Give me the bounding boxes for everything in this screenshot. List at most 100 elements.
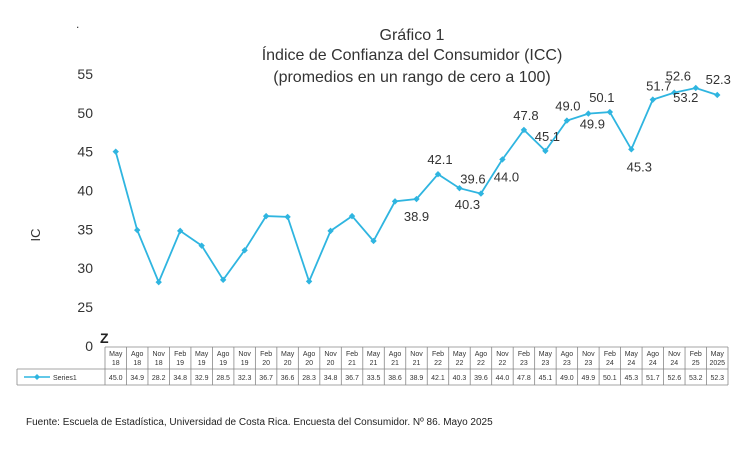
table-value-cell: 47.8 bbox=[517, 375, 531, 382]
x-tick-label-year: 21 bbox=[348, 360, 356, 367]
table-value-cell: 52.6 bbox=[667, 375, 681, 382]
plot-area: 38.9 42.1 40.3 39.6 44.0 47.8 45.1 49.049.9 50.1… bbox=[112, 69, 731, 286]
x-tick-label-year: 19 bbox=[219, 360, 227, 367]
data-label: 40.3 bbox=[455, 197, 480, 212]
table-value-cell: 32.3 bbox=[238, 375, 252, 382]
y-tick-label: 45 bbox=[77, 144, 93, 160]
corner-dot: . bbox=[76, 17, 79, 31]
x-tick-label-year: 25 bbox=[692, 360, 700, 367]
data-point-marker bbox=[714, 91, 721, 99]
data-label: 49.0 bbox=[555, 99, 580, 114]
x-tick-label-year: 21 bbox=[413, 360, 421, 367]
x-tick-label-month: Feb bbox=[174, 351, 186, 358]
data-point-marker bbox=[305, 278, 313, 285]
x-tick-label-month: May bbox=[539, 351, 553, 358]
x-tick-label-month: Nov bbox=[410, 351, 423, 358]
x-tick-label-year: 22 bbox=[477, 360, 485, 367]
x-tick-label-year: 23 bbox=[541, 360, 549, 367]
table-value-cell: 45.3 bbox=[625, 375, 639, 382]
chart-title-line-2: Índice de Confianza del Consumidor (ICC) bbox=[262, 45, 563, 64]
x-tick-label-year: 21 bbox=[370, 360, 378, 367]
data-label: 50.1 bbox=[589, 90, 614, 105]
x-tick-label-year: 24 bbox=[627, 360, 635, 367]
table-value-cell: 33.5 bbox=[367, 375, 381, 382]
table-value-cell: 49.0 bbox=[560, 375, 574, 382]
y-tick-label: 55 bbox=[77, 66, 93, 82]
x-tick-label-year: 18 bbox=[133, 360, 141, 367]
x-tick-label-year: 24 bbox=[606, 360, 614, 367]
x-tick-label-month: Ago bbox=[303, 351, 316, 358]
table-value-cell: 49.9 bbox=[582, 375, 596, 382]
table-value-cell: 28.3 bbox=[302, 375, 316, 382]
table-value-cell: 36.7 bbox=[345, 375, 359, 382]
data-point-marker bbox=[112, 148, 119, 155]
data-label: 47.8 bbox=[513, 108, 538, 123]
x-tick-label-month: Feb bbox=[260, 351, 272, 358]
x-tick-label-month: Ago bbox=[475, 351, 488, 358]
x-tick-label-year: 19 bbox=[176, 360, 184, 367]
data-point-marker bbox=[370, 237, 377, 245]
data-label: 42.1 bbox=[427, 152, 452, 167]
data-point-marker bbox=[434, 170, 442, 178]
broken-axis-mark: Z bbox=[100, 330, 109, 346]
data-point-marker bbox=[649, 96, 657, 103]
data-point-marker bbox=[499, 156, 506, 163]
legend-series-name: Series1 bbox=[53, 375, 77, 382]
chart-title-line-3: (promedios en un rango de cero a 100) bbox=[273, 69, 551, 86]
data-label: 52.3 bbox=[706, 72, 731, 87]
data-point-marker bbox=[671, 89, 678, 96]
x-tick-label-year: 21 bbox=[391, 360, 399, 367]
x-tick-label-year: 18 bbox=[155, 360, 163, 367]
x-tick-label-year: 20 bbox=[262, 360, 270, 367]
chart-title-line-1: Gráfico 1 bbox=[380, 27, 445, 44]
table-value-cell: 52.3 bbox=[710, 375, 724, 382]
y-tick-label: 40 bbox=[77, 183, 93, 199]
x-tick-label-month: Feb bbox=[604, 351, 616, 358]
x-tick-label-month: Ago bbox=[561, 351, 574, 358]
x-tick-label-month: Ago bbox=[389, 351, 402, 358]
data-label: 53.2 bbox=[673, 90, 698, 105]
table-value-cell: 32.9 bbox=[195, 375, 209, 382]
table-value-cell: 45.0 bbox=[109, 375, 123, 382]
x-tick-label-year: 18 bbox=[112, 360, 120, 367]
table-value-cell: 36.7 bbox=[259, 375, 273, 382]
data-point-marker bbox=[391, 198, 399, 205]
y-tick-label: 50 bbox=[77, 105, 93, 121]
table-value-cell: 36.6 bbox=[281, 375, 295, 382]
series-line bbox=[114, 87, 718, 285]
table-value-cell: 50.1 bbox=[603, 375, 617, 382]
data-point-marker bbox=[692, 84, 699, 92]
x-tick-label-year: 23 bbox=[584, 360, 592, 367]
data-point-marker bbox=[413, 195, 420, 203]
x-tick-label-month: May bbox=[281, 351, 295, 358]
x-tick-label-month: Ago bbox=[131, 351, 144, 358]
table-value-cell: 44.0 bbox=[496, 375, 510, 382]
x-tick-label-year: 24 bbox=[649, 360, 657, 367]
table-value-cell: 45.1 bbox=[539, 375, 553, 382]
x-tick-label-month: May bbox=[109, 351, 123, 358]
data-point-marker bbox=[348, 212, 356, 220]
table-value-cell: 34.8 bbox=[173, 375, 187, 382]
x-tick-label-year: 2025 bbox=[709, 360, 725, 367]
x-tick-label-month: Nov bbox=[582, 351, 595, 358]
data-point-marker bbox=[198, 242, 205, 249]
x-tick-label-month: Nov bbox=[668, 351, 681, 358]
table-value-cell: 38.6 bbox=[388, 375, 402, 382]
data-point-marker bbox=[456, 184, 463, 192]
x-tick-label-month: May bbox=[453, 351, 467, 358]
data-point-marker bbox=[606, 108, 614, 116]
legend-marker bbox=[34, 374, 40, 380]
x-tick-label-year: 20 bbox=[284, 360, 292, 367]
data-label: 39.6 bbox=[460, 172, 485, 187]
x-tick-label-month: Nov bbox=[238, 351, 251, 358]
table-value-cell: 53.2 bbox=[689, 375, 703, 382]
table-value-cell: 42.1 bbox=[431, 375, 445, 382]
x-tick-label-year: 20 bbox=[305, 360, 313, 367]
x-tick-label-year: 23 bbox=[520, 360, 528, 367]
table-value-cell: 39.6 bbox=[474, 375, 488, 382]
x-tick-label-month: Feb bbox=[432, 351, 444, 358]
data-point-marker bbox=[284, 213, 291, 221]
data-label: 45.1 bbox=[535, 129, 560, 144]
table-value-cell: 51.7 bbox=[646, 375, 660, 382]
